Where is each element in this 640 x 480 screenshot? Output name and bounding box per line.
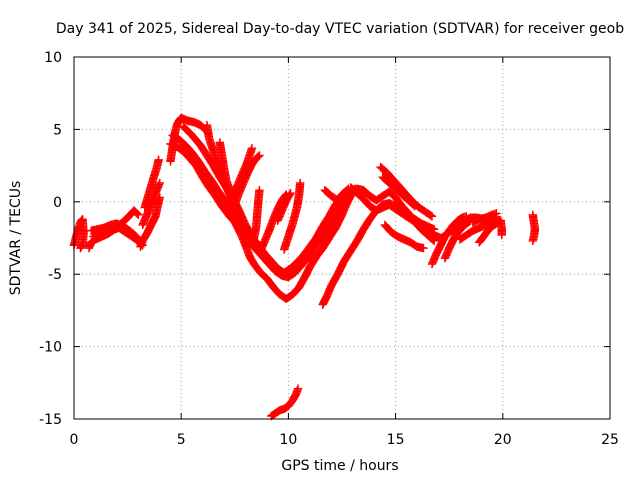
x-tick-label: 25 — [601, 432, 619, 448]
series-arc-25 — [378, 172, 420, 211]
y-tick-label: 5 — [53, 122, 62, 138]
y-tick-label: -15 — [39, 412, 62, 428]
data-point — [492, 209, 501, 218]
data-points — [69, 113, 540, 421]
data-point — [497, 230, 506, 240]
y-tick-label: -5 — [48, 267, 62, 283]
series-arc-10 — [168, 130, 357, 282]
data-point — [293, 384, 303, 393]
series-arc-26 — [380, 220, 428, 253]
data-point — [491, 220, 500, 229]
data-point — [154, 155, 163, 165]
x-tick-label: 15 — [387, 432, 405, 448]
series-arc-5 — [136, 193, 164, 251]
data-point — [295, 178, 305, 188]
data-point — [254, 152, 263, 161]
plot-frame — [73, 56, 611, 420]
series-arc-32 — [468, 209, 501, 227]
data-point — [427, 212, 437, 221]
data-point — [76, 243, 85, 253]
x-tick-label: 20 — [494, 432, 512, 448]
series-arc-27 — [404, 212, 439, 234]
data-point — [133, 209, 142, 218]
data-point — [234, 210, 244, 220]
x-tick-label: 10 — [279, 432, 297, 448]
data-point — [286, 188, 295, 198]
data-point — [419, 243, 428, 253]
data-point — [285, 190, 295, 199]
x-tick-label: 0 — [70, 432, 79, 448]
data-point — [528, 236, 538, 246]
series-arc-35 — [528, 210, 540, 246]
y-tick-label: 10 — [44, 50, 62, 66]
data-point — [255, 151, 264, 160]
x-tick-label: 5 — [177, 432, 186, 448]
y-tick-label: 0 — [53, 195, 62, 211]
series-arc-1 — [69, 214, 88, 253]
series-arc-20 — [267, 384, 303, 421]
series-arc-15 — [230, 151, 264, 209]
series-arc-34 — [496, 216, 506, 240]
data-point — [426, 211, 435, 220]
series-arc-11 — [179, 122, 353, 277]
series-arc-18 — [273, 188, 295, 225]
data-point — [429, 225, 439, 234]
series-arc-7 — [140, 155, 163, 212]
data-point — [247, 144, 257, 153]
axis-ticks: 0 5 10 15 20 25 -15 -10 -5 0 5 10 — [39, 50, 619, 448]
data-point — [134, 210, 143, 220]
series-arc-13 — [215, 138, 235, 196]
data-point — [255, 186, 264, 195]
chart-title: Day 341 of 2025, Sidereal Day-to-day VTE… — [56, 21, 624, 37]
y-axis-label: SDTVAR / TECUs — [8, 181, 24, 296]
series-arc-19 — [279, 178, 305, 254]
series-arc-33 — [475, 219, 501, 247]
series-arc-16 — [249, 186, 264, 243]
y-tick-label: -10 — [39, 340, 62, 356]
data-point — [409, 200, 419, 210]
data-point — [410, 201, 420, 211]
x-axis-label: GPS time / hours — [281, 458, 398, 474]
data-point — [155, 178, 164, 188]
